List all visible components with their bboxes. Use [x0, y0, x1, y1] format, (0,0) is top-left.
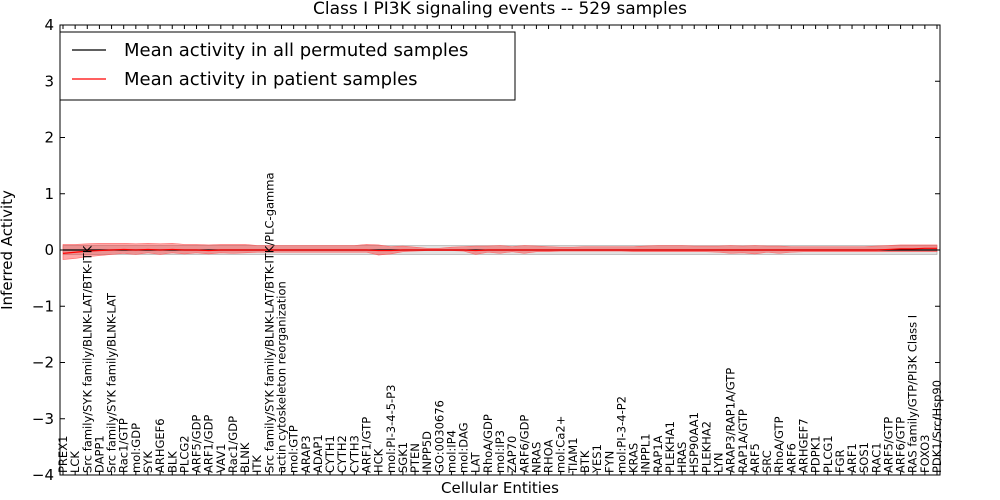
- x-category-label: mol:IP3: [493, 430, 507, 473]
- x-category-label: mol:IP4: [444, 430, 458, 473]
- x-category-label: Src family/SYK family/BLNK-LAT/BTK-ITK: [80, 245, 94, 473]
- y-axis-ticks: 4 3 2 1 0 −1 −2 −3 −4: [32, 16, 940, 484]
- x-category-label: ARF5: [748, 443, 762, 473]
- x-category-label: mol:DAG: [457, 422, 471, 473]
- x-category-label: FOXO3: [918, 435, 932, 473]
- x-category-label: ARF1/GDP: [202, 415, 216, 473]
- x-category-label: ARF1/GTP: [359, 417, 373, 473]
- y-tick-label: −3: [32, 410, 54, 428]
- x-axis-label: Cellular Entities: [441, 479, 559, 497]
- x-category-label: DAPP1: [92, 435, 106, 473]
- x-category-label: PLCG1: [821, 435, 835, 473]
- x-category-label: KRAS: [627, 443, 641, 473]
- x-category-label: PDPK1: [809, 435, 823, 473]
- x-category-label: ZAP70: [505, 436, 519, 473]
- x-category-label: CYTH2: [335, 435, 349, 473]
- x-category-label: SYK: [141, 451, 155, 473]
- legend-label-patient: Mean activity in patient samples: [124, 69, 418, 90]
- x-category-label: ARF5/GDP: [190, 415, 204, 473]
- x-category-label: TIAM1: [566, 437, 580, 474]
- x-category-label: GO:0030676: [432, 400, 446, 473]
- x-category-label: CYTH3: [347, 435, 361, 473]
- x-category-label: ADAP1: [311, 434, 325, 473]
- legend-box: [59, 31, 516, 101]
- x-category-label: ARF6/GTP: [894, 417, 908, 473]
- x-category-label: Src family/SYK family/BLNK-LAT: [105, 292, 119, 473]
- x-category-label: INPPL1: [639, 433, 653, 473]
- x-category-label: RAP1A: [651, 435, 665, 473]
- x-category-label: RAP1A/GTP: [736, 409, 750, 473]
- x-category-label: RhoA/GTP: [772, 416, 786, 473]
- y-tick-label: 1: [44, 185, 54, 203]
- x-category-label: ITK: [250, 455, 264, 473]
- x-category-label: PREX1: [56, 436, 70, 473]
- x-category-label: BLK: [165, 451, 179, 473]
- x-category-label: PTEN: [408, 443, 422, 473]
- y-tick-label: −1: [32, 297, 54, 315]
- x-category-label: BTK: [578, 450, 592, 473]
- x-category-label: actin cytoskeleton reorganization: [275, 281, 289, 473]
- x-category-label: ARF6/GDP: [517, 415, 531, 473]
- x-category-label: mol:GDP: [129, 423, 143, 473]
- x-category-label: CYTH1: [323, 435, 337, 473]
- x-category-label: ARAP3/RAP1A/GTP: [724, 368, 738, 473]
- x-category-label: LCK: [68, 451, 82, 473]
- x-category-label: Rac1/GTP: [117, 418, 131, 473]
- y-tick-label: −2: [32, 354, 54, 372]
- x-category-label: mol:PI-3-4-P2: [614, 396, 628, 473]
- x-category-label: PLEKHA2: [699, 421, 713, 473]
- x-category-label: ARAP3: [299, 435, 313, 473]
- x-category-label: ARF1: [845, 443, 859, 473]
- x-category-label: HRAS: [675, 442, 689, 473]
- x-category-label: FYN: [602, 451, 616, 473]
- line-series-1: [62, 247, 937, 254]
- band-series-1: [62, 242, 938, 260]
- x-category-label: PLCG2: [177, 435, 191, 473]
- x-category-label: HCK: [372, 448, 386, 473]
- confidence-bands: [62, 242, 938, 260]
- x-category-label: mol:Ca2+: [554, 416, 568, 473]
- legend-label-permuted: Mean activity in all permuted samples: [124, 40, 468, 61]
- x-category-label: mol:GTP: [287, 425, 301, 473]
- x-category-label: RHOA: [542, 440, 556, 473]
- series-lines: [62, 247, 937, 254]
- y-tick-label: 2: [44, 129, 54, 147]
- chart-title: Class I PI3K signaling events -- 529 sam…: [313, 0, 687, 19]
- x-category-label: SOS1: [857, 442, 871, 473]
- x-category-label: ARHGEF7: [796, 418, 810, 473]
- x-category-label: Rac1/GDP: [226, 416, 240, 473]
- x-category-label: PLEKHA1: [663, 421, 677, 473]
- x-category-label: SRC: [760, 450, 774, 473]
- x-category-label: RAC1: [869, 442, 883, 473]
- x-axis-ticks: [62, 25, 938, 475]
- x-category-label: ARF6: [784, 443, 798, 473]
- y-tick-label: 0: [44, 241, 54, 259]
- x-category-label: ARHGEF6: [153, 418, 167, 473]
- y-tick-label: 4: [44, 16, 54, 34]
- x-category-label: SGK1: [396, 442, 410, 473]
- y-axis-label: Inferred Activity: [0, 190, 16, 310]
- y-tick-label: −4: [32, 466, 54, 484]
- x-category-label: RAS family/GTP/PI3K Class I: [906, 315, 920, 473]
- x-category-label: BLNK: [238, 442, 252, 473]
- x-category-label: HSP90AA1: [687, 412, 701, 473]
- x-category-label: INPP5D: [420, 431, 434, 473]
- x-category-label: PDK1/Src/Hsp90: [930, 380, 944, 473]
- x-category-label: mol:PI-3-4-5-P3: [384, 385, 398, 473]
- x-category-label: RhoA/GDP: [481, 414, 495, 473]
- x-category-label: Src family/SYK family/BLNK-LAT/BTK-ITK/P…: [262, 173, 276, 474]
- x-category-label: ARF5/GTP: [881, 417, 895, 473]
- x-category-label: LAT: [469, 451, 483, 473]
- legend: Mean activity in all permuted samples Me…: [59, 31, 516, 101]
- x-category-label: FGR: [833, 449, 847, 473]
- x-category-label: VAV1: [214, 444, 228, 473]
- y-tick-label: 3: [44, 72, 54, 90]
- x-category-label: LYN: [712, 452, 726, 473]
- x-category-label: NRAS: [529, 442, 543, 473]
- x-category-label: YES1: [590, 444, 604, 474]
